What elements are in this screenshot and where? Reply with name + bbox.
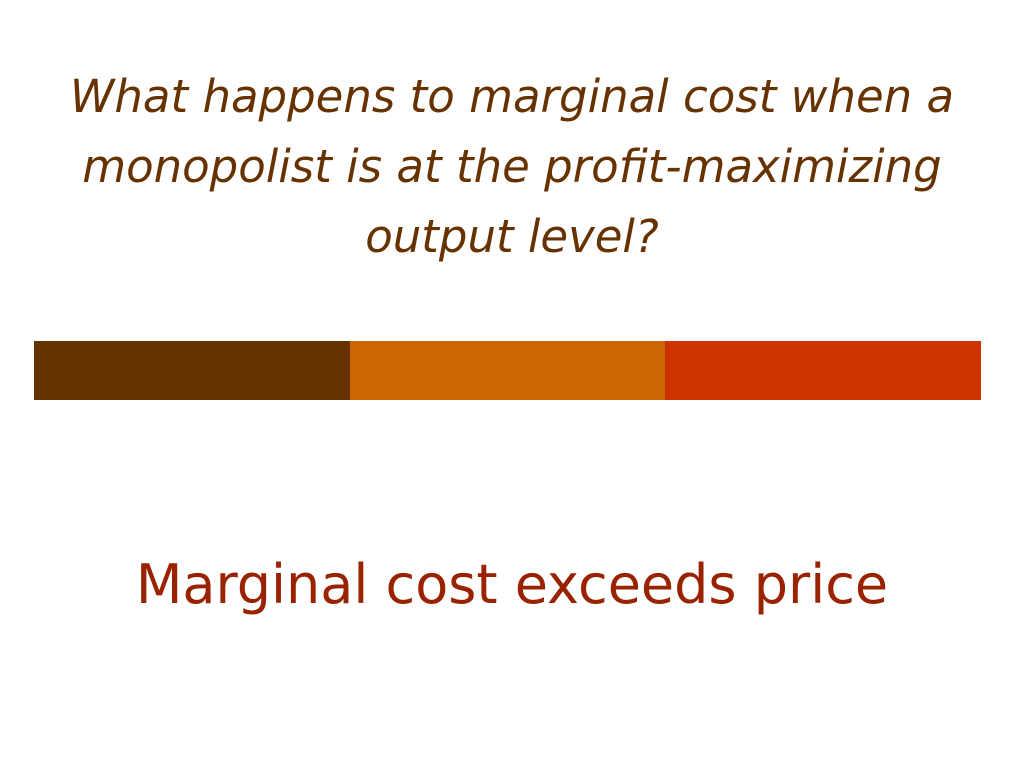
- bar-segment: [349, 341, 666, 400]
- slide-title: What happens to marginal cost when a mon…: [69, 70, 955, 263]
- bar-segment: [34, 341, 350, 400]
- answer-text: Marginal cost exceeds price: [135, 553, 889, 616]
- bar-segment: [665, 341, 982, 400]
- decorative-bar: [34, 341, 982, 400]
